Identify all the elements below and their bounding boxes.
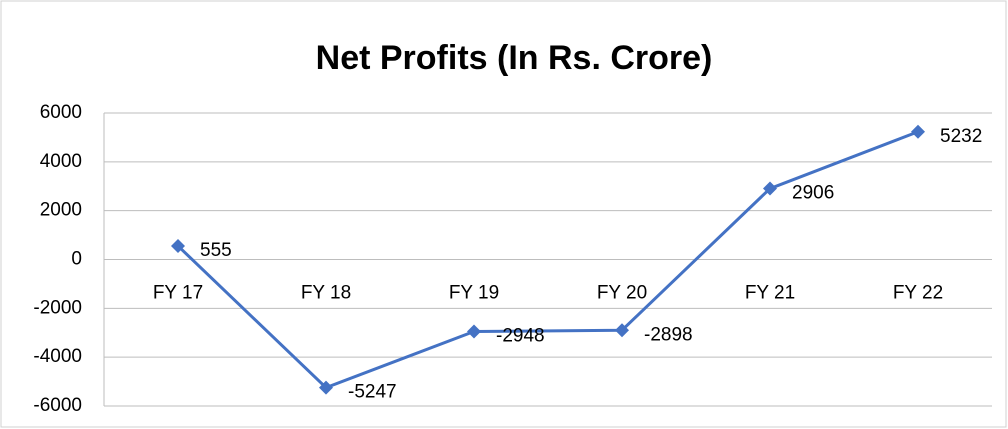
x-tick-label: FY 18 <box>301 283 351 304</box>
chart-title: Net Profits (In Rs. Crore) <box>316 39 713 77</box>
y-tick-label: -6000 <box>33 395 82 416</box>
data-label: -2948 <box>496 325 545 346</box>
y-tick-label: 6000 <box>40 102 82 123</box>
data-label: 5232 <box>940 126 982 147</box>
data-marker <box>763 181 777 196</box>
data-line <box>176 130 919 390</box>
data-label: 2906 <box>792 183 834 204</box>
x-tick-label: FY 22 <box>893 283 943 304</box>
data-label: -2898 <box>644 324 693 345</box>
data-label: -5247 <box>348 382 397 403</box>
x-tick-label: FY 19 <box>449 283 499 304</box>
data-label: 555 <box>200 240 232 261</box>
y-tick-label: -2000 <box>33 297 82 318</box>
data-marker <box>319 380 333 395</box>
data-marker <box>467 324 481 339</box>
x-tick-label: FY 17 <box>153 283 203 304</box>
y-tick-label: -4000 <box>33 346 82 367</box>
y-tick-label: 0 <box>71 249 82 270</box>
y-tick-label: 2000 <box>40 200 82 221</box>
data-marker <box>911 124 925 139</box>
x-tick-label: FY 21 <box>745 283 795 304</box>
data-marker <box>615 323 629 338</box>
y-tick-label: 4000 <box>40 151 82 172</box>
data-marker <box>171 238 185 253</box>
x-tick-label: FY 20 <box>597 283 647 304</box>
